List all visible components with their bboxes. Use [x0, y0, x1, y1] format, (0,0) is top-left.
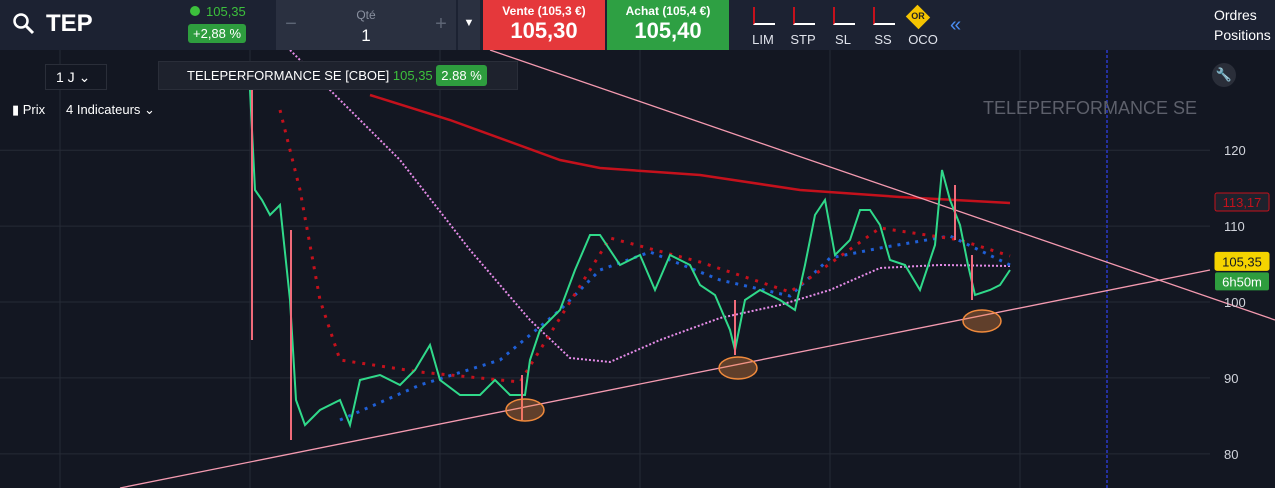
price-toggle-text: Prix	[22, 102, 46, 117]
order-type[interactable]: OCO	[908, 32, 938, 47]
legend: TELEPERFORMANCE SE [CBOE] 105,35 2.88 %	[158, 61, 518, 90]
qty-label: Qté	[356, 8, 376, 22]
blue-sar	[339, 234, 1011, 422]
collapse[interactable]: «	[950, 14, 962, 36]
sell-button[interactable]: Vente (105,3 €) 105,30	[483, 0, 605, 50]
y-tick-label: 100	[1224, 295, 1246, 310]
chart-bg	[0, 50, 1275, 488]
price-label-box	[1214, 192, 1270, 212]
buy-button[interactable]: Achat (105,4 €) 105,40	[607, 0, 729, 50]
price-toggle[interactable]: ▮ Prix	[12, 102, 46, 117]
sell-label: Vente (105,3 €)	[502, 4, 586, 18]
qty-dropdown[interactable]: ▼	[458, 0, 480, 50]
buy-label: Achat (105,4 €)	[625, 4, 711, 18]
y-tick-label: 80	[1224, 447, 1238, 462]
trendline	[119, 269, 1211, 488]
indicators[interactable]: 4 Indicateurs ⌄	[66, 102, 155, 117]
trendline	[489, 49, 1275, 321]
oco-badge: OR	[911, 11, 925, 21]
legend-price: 105,35	[392, 68, 433, 83]
ema-line	[289, 49, 1011, 364]
order-icon[interactable]	[753, 7, 775, 25]
order-icon[interactable]	[833, 7, 855, 25]
status-dot	[190, 6, 200, 16]
order-icon[interactable]	[793, 7, 815, 25]
price-line	[249, 89, 1011, 429]
settings[interactable]: 🔧	[1212, 63, 1236, 87]
qty-box[interactable]: − + Qté 1	[276, 0, 456, 50]
countdown-box	[1215, 272, 1269, 291]
search-icon[interactable]	[12, 12, 36, 36]
price-label-box	[1214, 251, 1270, 271]
price-label: 105,35	[1222, 254, 1262, 269]
buy-price: 105,40	[634, 18, 702, 43]
order-icon[interactable]	[873, 7, 895, 25]
moving-average	[369, 93, 1011, 205]
order-type[interactable]: STP	[790, 32, 816, 47]
symbol: TEP	[46, 10, 93, 37]
toolbar: TEP 105,35 +2,88 % − + Qté 1 ▼ Vente (10…	[0, 0, 1275, 50]
y-tick-label: 110	[1224, 219, 1245, 234]
price-label: 113,17	[1223, 195, 1262, 210]
countdown: 6h50m	[1222, 274, 1262, 289]
positions-tab[interactable]: Positions	[1214, 27, 1271, 43]
orders-tab[interactable]: Ordres	[1214, 7, 1257, 23]
legend-symbol: TELEPERFORMANCE SE [CBOE]	[187, 68, 390, 83]
down-candles	[251, 90, 973, 440]
order-type[interactable]: LIM	[752, 32, 774, 47]
qty-plus[interactable]: +	[435, 13, 447, 35]
order-type[interactable]: SL	[835, 32, 851, 47]
y-tick-label: 120	[1224, 143, 1246, 158]
last-price: 105,35	[206, 4, 246, 19]
red-sar	[278, 109, 1011, 384]
sell-price: 105,30	[510, 18, 578, 43]
qty: 1	[361, 26, 371, 45]
highlights	[505, 309, 1002, 422]
interval-text: 1 J	[56, 69, 75, 85]
watermark: TELEPERFORMANCE SE	[983, 98, 1197, 118]
legend-change: 2.88 %	[436, 65, 487, 86]
y-tick-label: 90	[1224, 371, 1238, 386]
interval[interactable]: 1 J ⌄	[45, 64, 107, 90]
v-grid	[59, 50, 1021, 488]
change: +2,88 %	[188, 24, 247, 43]
indicators-text: 4 Indicateurs	[66, 102, 141, 117]
order-type[interactable]: SS	[874, 32, 892, 47]
qty-minus[interactable]: −	[285, 13, 297, 35]
